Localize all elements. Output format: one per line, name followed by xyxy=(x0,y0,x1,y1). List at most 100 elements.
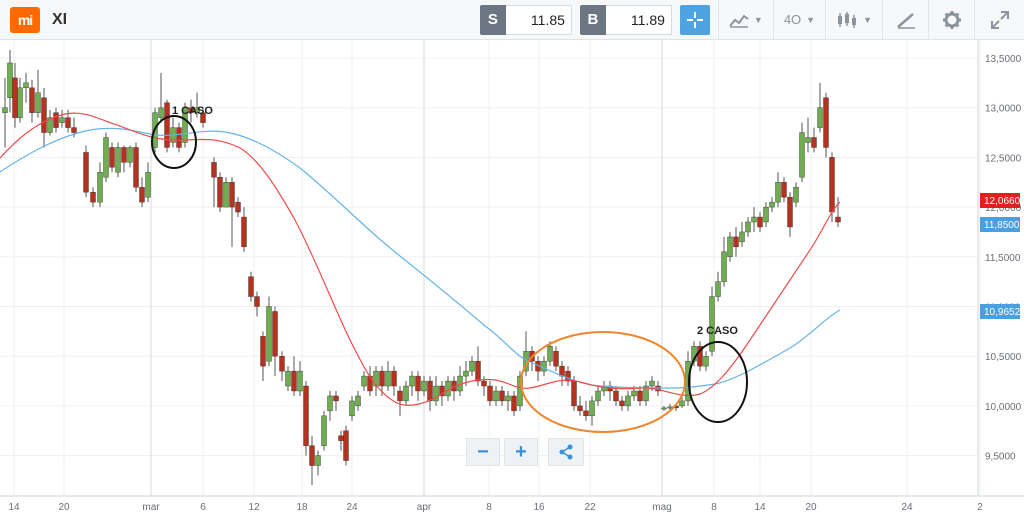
annotation-case-1: 1 CASO xyxy=(172,105,213,117)
date-tick-label: 22 xyxy=(584,502,596,513)
candle-up xyxy=(631,390,637,397)
candle-up xyxy=(182,107,188,143)
candle-up xyxy=(403,385,409,402)
fullscreen-button[interactable] xyxy=(974,0,1024,40)
candle-up xyxy=(349,400,355,417)
date-tick-label: 2 xyxy=(977,502,983,513)
crosshair-button[interactable] xyxy=(679,4,710,35)
sell-price[interactable]: 11.85 xyxy=(505,4,572,35)
candle-up xyxy=(285,370,291,387)
buy-label[interactable]: B xyxy=(579,4,606,35)
candle-up xyxy=(595,390,601,402)
date-tick-label: 14 xyxy=(8,502,20,513)
zoom-controls: − + xyxy=(466,438,584,466)
buy-quote[interactable]: B 11.89 xyxy=(579,4,672,35)
candle-up xyxy=(361,375,367,387)
draw-button[interactable] xyxy=(882,0,928,40)
candle-up xyxy=(266,306,272,362)
slow-ma-tag-bg xyxy=(980,304,1020,319)
candle-up xyxy=(667,406,673,409)
candle-up xyxy=(661,407,667,410)
candle-down xyxy=(65,117,71,128)
date-tick-label: 18 xyxy=(296,502,308,513)
candle-up xyxy=(751,216,757,223)
date-tick-labels: 14 20 mar 6 12 18 24 apr 8 16 22 mag 8 14 20 24 2 xyxy=(8,502,983,513)
candle-up xyxy=(727,236,733,257)
date-tick-label: 12 xyxy=(248,502,260,513)
fast-ma-tag: 11,8500 xyxy=(980,217,1020,232)
expand-icon xyxy=(990,10,1009,29)
zoom-in-button[interactable]: + xyxy=(504,438,538,466)
chart-type-button[interactable]: ▼ xyxy=(717,0,773,40)
candle-down xyxy=(367,375,373,392)
price-tick-label: 11,5000 xyxy=(985,253,1021,264)
candle-down xyxy=(787,196,793,228)
price-tick-label: 10,5000 xyxy=(985,352,1022,363)
last-price-tag-bg xyxy=(980,193,1020,208)
chevron-down-icon: ▼ xyxy=(753,14,763,25)
candle-up xyxy=(805,137,811,143)
candle-up xyxy=(297,370,303,392)
candle-up xyxy=(103,137,109,178)
candle-down xyxy=(133,147,139,188)
candle-down xyxy=(333,395,339,402)
price-tick-label: 10,0000 xyxy=(985,402,1022,413)
candle-down xyxy=(12,77,18,118)
candle-up xyxy=(194,107,200,113)
candle-up xyxy=(679,400,685,407)
candle-up xyxy=(649,380,655,387)
candle-up xyxy=(709,296,715,352)
candle-down xyxy=(571,380,577,407)
date-tick-label: 8 xyxy=(711,502,717,513)
candle-down xyxy=(121,147,127,163)
timeframe-button[interactable]: 4O ▼ xyxy=(772,0,825,40)
zoom-out-button[interactable]: − xyxy=(466,438,500,466)
share-icon xyxy=(559,444,573,460)
buy-price[interactable]: 11.89 xyxy=(605,4,672,35)
last-price-tag: 12,0660 xyxy=(980,193,1021,208)
candle-up xyxy=(23,82,29,89)
candle-down xyxy=(279,356,285,372)
share-button[interactable] xyxy=(548,438,584,466)
candle-up xyxy=(17,87,23,118)
gear-icon xyxy=(942,10,961,29)
fast-moving-average-line xyxy=(0,112,841,406)
candle-up xyxy=(721,251,727,282)
chevron-down-icon: ▼ xyxy=(806,14,816,25)
candle-up xyxy=(421,380,427,392)
candle-down xyxy=(211,162,217,178)
candle-down xyxy=(338,435,344,441)
price-tick-label: 12,5000 xyxy=(985,153,1022,164)
sell-label[interactable]: S xyxy=(479,4,506,35)
candle-down xyxy=(109,147,115,168)
candle-down xyxy=(733,236,739,248)
candle-up xyxy=(541,360,547,372)
candle-up xyxy=(589,400,595,417)
settings-button[interactable] xyxy=(928,0,974,40)
fast-ma-tag-text: 11,8500 xyxy=(984,220,1020,231)
brand-logo: mi xyxy=(10,6,40,33)
candle-up xyxy=(643,385,649,402)
sell-quote[interactable]: S 11.85 xyxy=(479,4,572,35)
candle-down xyxy=(475,360,481,382)
highlight-ellipse xyxy=(520,331,686,433)
candle-up xyxy=(463,370,469,377)
candle-down xyxy=(757,216,763,228)
candle-down xyxy=(29,87,35,113)
candle-down xyxy=(577,405,583,412)
price-chart[interactable]: 13,500013,000012,500012,000011,500011,00… xyxy=(0,40,1024,522)
candle-up xyxy=(817,107,823,128)
date-tick-label: 24 xyxy=(346,502,358,513)
candle-up xyxy=(703,356,709,367)
candle-up xyxy=(505,395,511,402)
candle-down xyxy=(565,370,571,382)
candles-button[interactable]: ▼ xyxy=(825,0,882,40)
date-tick-label: 20 xyxy=(805,502,817,513)
candle-down xyxy=(260,336,266,367)
candle-up xyxy=(373,370,379,387)
candle-down xyxy=(499,390,505,402)
top-toolbar: mi XI S 11.85 B 11.89 ▼ xyxy=(0,0,1024,40)
candle-up xyxy=(763,206,769,223)
candle-down xyxy=(272,311,278,357)
